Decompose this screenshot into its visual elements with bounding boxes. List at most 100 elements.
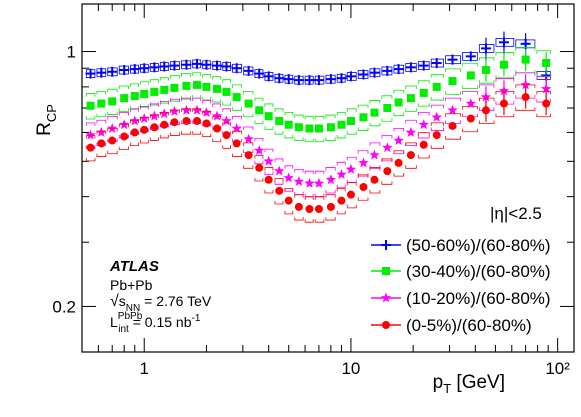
syst-bracket [462,105,478,133]
syst-bracket [495,52,515,79]
legend-item: (10-20%)/(60-80%) [371,289,551,308]
data-point [86,101,95,110]
data-point [231,123,242,133]
series-layer [85,31,552,223]
data-point [419,88,428,97]
data-point [140,125,149,134]
data-point [305,205,314,214]
syst-bracket [495,90,515,118]
legend-item: (50-60%)/(60-80%) [371,236,551,255]
data-point [418,119,429,130]
system-label: Pb+Pb [110,277,153,293]
data-point [275,116,284,125]
data-point [466,114,475,123]
syst-bracket [369,167,381,194]
data-point [130,128,139,137]
data-point [182,116,191,125]
syst-bracket [478,57,495,84]
syst-bracket [254,97,264,124]
data-point [314,124,323,133]
syst-bracket [85,93,96,120]
data-point [540,83,552,94]
syst-bracket [462,62,478,90]
syst-bracket [202,110,212,138]
syst-bracket [294,114,304,141]
data-point [231,63,242,74]
data-point [326,202,335,211]
data-point [130,92,139,101]
data-point [405,126,417,137]
syst-bracket [478,97,495,124]
syst-bracket [284,112,294,139]
data-point [264,175,273,184]
data-point [202,119,211,128]
data-point [542,59,551,68]
data-point [170,83,179,92]
data-point [222,131,231,140]
syst-bracket [130,119,139,147]
syst-bracket [85,135,96,162]
syst-bracket [515,84,536,111]
data-point [520,79,531,90]
syst-bracket [96,90,107,118]
syst-bracket [417,112,430,139]
data-point [337,196,346,205]
data-point [383,104,392,113]
syst-bracket [264,103,274,130]
syst-bracket [149,114,159,141]
data-point [369,67,380,78]
data-point [418,60,429,71]
syst-bracket [107,88,118,115]
data-point [120,132,129,141]
data-point [336,73,347,84]
data-point [159,108,170,119]
data-point [213,84,222,93]
data-point [294,202,303,211]
data-point [521,55,530,64]
data-point [431,111,442,122]
data-point [244,99,253,108]
x-tick-label: 1 [139,359,148,378]
data-point [150,87,159,96]
data-point [313,177,325,188]
data-point [119,64,130,75]
data-point [140,89,149,98]
data-point [149,110,160,121]
syst-bracket [357,104,369,131]
syst-bracket [369,142,381,169]
data-point [465,98,476,108]
data-point [406,151,415,160]
data-point [481,65,490,74]
data-point [96,67,107,78]
data-point [192,116,201,125]
syst-bracket [284,188,294,215]
syst-bracket [130,83,139,110]
data-point [326,123,335,132]
data-point [212,60,223,71]
data-point [150,123,159,132]
syst-bracket [405,85,417,112]
data-point [498,85,510,96]
data-point [466,71,475,80]
data-point [169,106,180,116]
data-point [305,124,314,133]
series-group [85,47,551,143]
data-point [160,85,169,94]
legend-item: (30-40%)/(60-80%) [371,262,551,281]
syst-bracket [346,182,357,209]
syst-bracket [232,84,243,111]
data-point [191,58,202,69]
syst-bracket [222,79,231,106]
syst-bracket [304,196,314,223]
data-point [447,54,458,65]
syst-bracket [264,148,274,175]
plot-frame [81,3,575,353]
syst-bracket [430,74,444,101]
data-point [345,163,357,174]
data-point [382,267,390,275]
data-point [359,113,368,122]
data-point [275,186,284,195]
data-point [432,131,441,140]
data-point [293,176,305,186]
